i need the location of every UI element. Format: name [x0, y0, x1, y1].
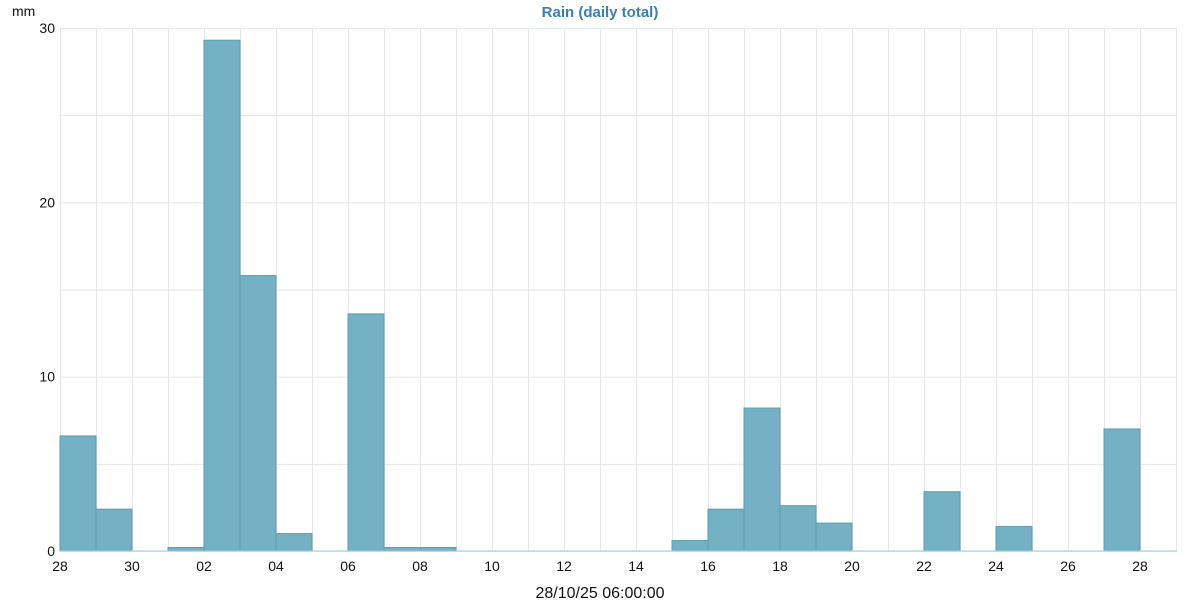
bar-23 [995, 526, 1033, 552]
x-tick-labels: 28 30 02 04 06 08 10 12 14 16 18 20 22 24 26 28 [52, 558, 1148, 574]
bar-29 [95, 508, 133, 552]
x-tick-label: 30 [124, 558, 140, 574]
y-tick-label: 0 [47, 543, 55, 559]
x-tick-label: 02 [196, 558, 212, 574]
y-tick-label: 30 [39, 20, 55, 36]
bar-15 [707, 508, 745, 552]
x-tick-label: 10 [484, 558, 500, 574]
bar-18 [815, 522, 853, 552]
bar-28 [59, 435, 97, 552]
chart-title: Rain (daily total) [542, 4, 659, 21]
x-tick-label: 24 [988, 558, 1004, 574]
x-tick-label: 28 [52, 558, 68, 574]
x-tick-label: 18 [772, 558, 788, 574]
x-tick-label: 26 [1060, 558, 1076, 574]
bar-07 [419, 547, 457, 552]
x-tick-label: 22 [916, 558, 932, 574]
x-tick-label: 12 [556, 558, 572, 574]
x-tick-label: 06 [340, 558, 356, 574]
bar-14 [671, 540, 709, 552]
bar-16 [743, 407, 781, 552]
bar-01 [203, 39, 241, 552]
bars [59, 39, 1141, 552]
bar-02 [239, 275, 277, 552]
x-tick-label: 08 [412, 558, 428, 574]
y-tick-label: 20 [39, 194, 55, 210]
x-tick-label: 14 [628, 558, 644, 574]
y-axis-unit: mm [12, 3, 35, 19]
bar-05 [347, 313, 385, 552]
bar-03 [275, 533, 313, 552]
y-tick-label: 10 [39, 369, 55, 385]
bar-31 [167, 547, 205, 552]
bar-17 [779, 505, 817, 552]
x-tick-label: 16 [700, 558, 716, 574]
bar-26 [1103, 428, 1141, 552]
bar-06 [383, 547, 421, 552]
bar-21 [923, 491, 961, 552]
x-tick-label: 28 [1132, 558, 1148, 574]
x-tick-label: 04 [268, 558, 284, 574]
y-tick-labels: 0 10 20 30 [39, 20, 55, 559]
x-tick-label: 20 [844, 558, 860, 574]
x-axis-label: 28/10/25 06:00:00 [535, 585, 664, 600]
